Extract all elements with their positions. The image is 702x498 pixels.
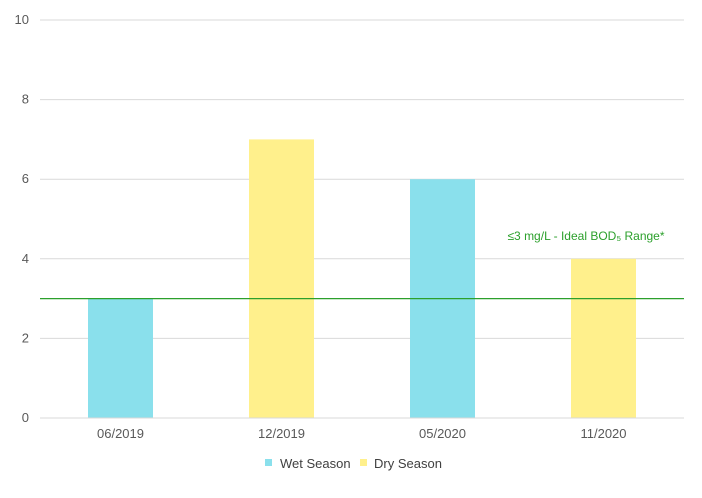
legend: Wet Season Dry Season (265, 456, 442, 471)
y-tick-label: 4 (22, 251, 29, 266)
legend-label: Wet Season (280, 456, 351, 471)
reference-line-label: ≤3 mg/L - Ideal BOD₅ Range* (507, 229, 664, 243)
bar-06-2019 (88, 298, 153, 418)
y-tick-label: 2 (22, 330, 29, 345)
y-tick-label: 0 (22, 410, 29, 425)
x-axis-tick-labels: 06/2019 12/2019 05/2020 11/2020 (97, 426, 627, 441)
y-tick-label: 6 (22, 171, 29, 186)
legend-swatch (265, 459, 272, 466)
x-tick-label: 12/2019 (258, 426, 305, 441)
y-tick-label: 8 (22, 92, 29, 107)
legend-swatch (360, 459, 367, 466)
x-tick-label: 05/2020 (419, 426, 466, 441)
y-axis-tick-labels: 0 2 4 6 8 10 (15, 12, 29, 425)
x-tick-label: 06/2019 (97, 426, 144, 441)
y-tick-label: 10 (15, 12, 29, 27)
bars (88, 139, 636, 418)
bar-12-2019 (249, 139, 314, 418)
bar-11-2020 (571, 258, 636, 418)
x-tick-label: 11/2020 (580, 426, 626, 441)
legend-label: Dry Season (374, 456, 442, 471)
